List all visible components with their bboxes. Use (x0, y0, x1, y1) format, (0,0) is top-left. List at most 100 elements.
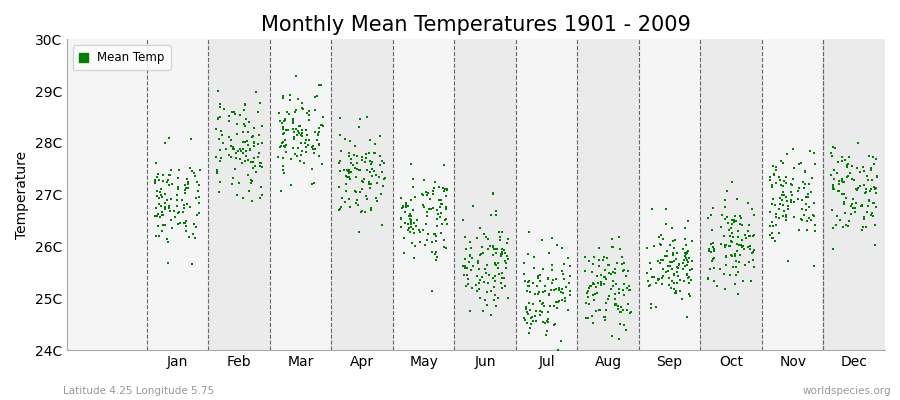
Point (235, 160, 249, 167)
Point (222, 113, 237, 120)
Point (605, 332, 619, 339)
Point (247, 154, 261, 161)
Point (176, 209, 190, 216)
Point (536, 300, 550, 306)
Point (498, 250, 512, 256)
Point (429, 223, 444, 230)
Point (827, 176, 842, 182)
Point (313, 82, 328, 88)
Point (404, 224, 419, 230)
Point (776, 189, 790, 195)
Point (148, 232, 163, 239)
Point (485, 252, 500, 258)
Point (300, 132, 314, 139)
Point (287, 136, 302, 142)
Point (334, 204, 348, 210)
Point (465, 255, 480, 261)
Point (299, 127, 313, 134)
Point (790, 196, 805, 202)
Point (671, 262, 686, 268)
Point (152, 201, 166, 207)
Point (598, 317, 612, 324)
Point (683, 266, 698, 273)
Point (221, 152, 236, 158)
Point (193, 166, 207, 173)
Point (274, 140, 289, 146)
Point (498, 257, 512, 264)
Point (743, 278, 758, 284)
Point (667, 270, 681, 277)
Point (247, 165, 261, 172)
Point (255, 123, 269, 130)
Point (835, 178, 850, 184)
Point (746, 233, 760, 239)
Point (526, 301, 540, 307)
Point (230, 148, 245, 154)
Point (302, 108, 316, 114)
Legend: Mean Temp: Mean Temp (73, 45, 171, 70)
Point (290, 153, 304, 159)
Point (741, 244, 755, 250)
Point (213, 104, 228, 110)
Point (868, 242, 882, 248)
Point (680, 314, 694, 320)
Point (273, 118, 287, 124)
Point (773, 195, 788, 201)
Point (290, 132, 304, 138)
Point (274, 188, 288, 194)
Point (549, 299, 563, 305)
Point (520, 320, 535, 326)
Point (192, 182, 206, 188)
Point (613, 246, 627, 252)
Point (724, 233, 738, 239)
Point (238, 121, 252, 128)
Point (728, 253, 742, 260)
Point (332, 207, 347, 214)
Point (214, 128, 229, 134)
Point (554, 245, 569, 251)
Point (724, 216, 739, 223)
Point (731, 228, 745, 234)
Point (500, 265, 514, 271)
Point (279, 142, 293, 148)
Point (476, 308, 491, 314)
Point (677, 257, 691, 264)
Point (291, 128, 305, 134)
Point (526, 280, 540, 286)
Point (466, 262, 481, 269)
Point (472, 225, 487, 232)
Point (677, 278, 691, 284)
Point (474, 244, 489, 250)
Point (427, 230, 441, 237)
Point (488, 291, 502, 298)
Point (681, 255, 696, 261)
Point (719, 242, 733, 248)
Point (254, 184, 268, 190)
Point (562, 273, 577, 279)
Point (473, 277, 488, 283)
Point (307, 180, 321, 186)
Point (333, 115, 347, 121)
Point (844, 203, 859, 210)
Point (807, 213, 822, 219)
Point (355, 157, 369, 164)
Point (488, 272, 502, 279)
Point (531, 362, 545, 368)
Bar (762, 39, 824, 350)
Point (784, 196, 798, 203)
Point (285, 145, 300, 151)
Point (608, 301, 623, 307)
Point (608, 270, 623, 277)
Point (827, 144, 842, 151)
Point (231, 180, 246, 186)
Point (396, 203, 410, 210)
Point (684, 276, 698, 283)
Point (495, 275, 509, 281)
Point (310, 92, 324, 99)
Point (561, 255, 575, 262)
Point (541, 316, 555, 322)
Point (471, 258, 485, 264)
Point (798, 207, 813, 213)
Point (734, 244, 749, 250)
Point (841, 164, 855, 170)
